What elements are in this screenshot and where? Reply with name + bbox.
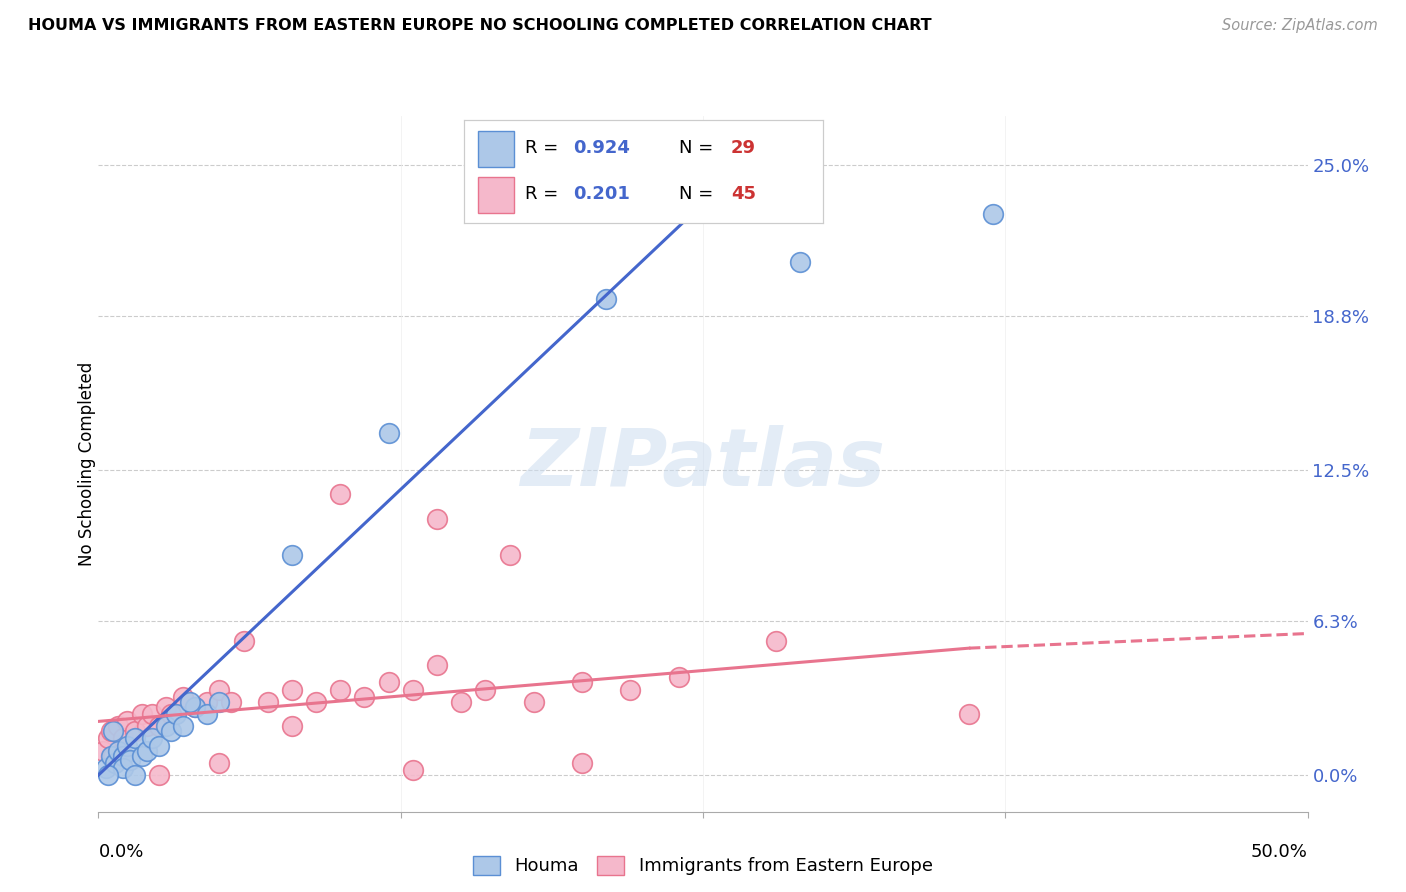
Point	[111, 748, 134, 763]
Point	[195, 707, 218, 722]
Point	[148, 739, 170, 753]
Point	[281, 682, 304, 697]
Point	[281, 719, 304, 733]
Point	[195, 695, 218, 709]
Point	[305, 695, 328, 709]
Point	[148, 719, 170, 733]
Point	[402, 682, 425, 697]
Point	[155, 699, 177, 714]
Text: HOUMA VS IMMIGRANTS FROM EASTERN EUROPE NO SCHOOLING COMPLETED CORRELATION CHART: HOUMA VS IMMIGRANTS FROM EASTERN EUROPE …	[28, 18, 932, 33]
Point	[353, 690, 375, 704]
Point	[172, 690, 194, 704]
Point	[124, 731, 146, 746]
Point	[97, 768, 120, 782]
Point	[232, 633, 254, 648]
Point	[402, 763, 425, 777]
Point	[329, 487, 352, 501]
Text: N =: N =	[679, 186, 718, 203]
Point	[160, 724, 183, 739]
Point	[426, 512, 449, 526]
Y-axis label: No Schooling Completed: No Schooling Completed	[79, 362, 96, 566]
Point	[165, 707, 187, 722]
Point	[104, 756, 127, 770]
Text: 29: 29	[731, 139, 756, 157]
Point	[765, 633, 787, 648]
Point	[94, 761, 117, 775]
Point	[329, 682, 352, 697]
Point	[131, 748, 153, 763]
Point	[221, 695, 243, 709]
Point	[111, 748, 134, 763]
Point	[107, 744, 129, 758]
Text: N =: N =	[679, 139, 718, 157]
Point	[377, 426, 399, 441]
Point	[141, 707, 163, 722]
Point	[117, 714, 139, 729]
Point	[118, 754, 141, 768]
Text: R =: R =	[524, 139, 564, 157]
Point	[148, 768, 170, 782]
Point	[281, 549, 304, 563]
Point	[101, 748, 124, 763]
Point	[124, 768, 146, 782]
Point	[668, 670, 690, 684]
Point	[208, 695, 231, 709]
Legend: Houma, Immigrants from Eastern Europe: Houma, Immigrants from Eastern Europe	[465, 849, 941, 883]
Point	[426, 658, 449, 673]
Point	[571, 756, 593, 770]
Point	[135, 719, 157, 733]
Point	[981, 206, 1004, 220]
Point	[155, 719, 177, 733]
Point	[619, 682, 641, 697]
Point	[117, 739, 139, 753]
Point	[256, 695, 278, 709]
Point	[100, 724, 122, 739]
Text: 0.0%: 0.0%	[98, 843, 143, 861]
Point	[957, 707, 980, 722]
FancyBboxPatch shape	[478, 130, 515, 167]
Point	[111, 731, 134, 746]
Point	[789, 255, 811, 269]
Point	[208, 682, 231, 697]
Point	[179, 695, 201, 709]
Point	[595, 292, 617, 306]
Point	[160, 707, 183, 722]
Text: 50.0%: 50.0%	[1251, 843, 1308, 861]
Point	[450, 695, 472, 709]
Point	[107, 719, 129, 733]
Point	[172, 719, 194, 733]
Point	[91, 744, 114, 758]
FancyBboxPatch shape	[478, 177, 515, 212]
Point	[100, 748, 122, 763]
Point	[498, 549, 520, 563]
Text: 0.201: 0.201	[574, 186, 630, 203]
Point	[184, 699, 207, 714]
Text: ZIPatlas: ZIPatlas	[520, 425, 886, 503]
Point	[523, 695, 546, 709]
Text: 0.924: 0.924	[574, 139, 630, 157]
Point	[571, 675, 593, 690]
Point	[101, 724, 124, 739]
Point	[97, 731, 120, 746]
Point	[124, 724, 146, 739]
Text: 45: 45	[731, 186, 756, 203]
Point	[474, 682, 496, 697]
Text: Source: ZipAtlas.com: Source: ZipAtlas.com	[1222, 18, 1378, 33]
Point	[135, 744, 157, 758]
Point	[377, 675, 399, 690]
Point	[131, 707, 153, 722]
Point	[111, 761, 134, 775]
Text: R =: R =	[524, 186, 564, 203]
Point	[141, 731, 163, 746]
Point	[184, 699, 207, 714]
Point	[208, 756, 231, 770]
